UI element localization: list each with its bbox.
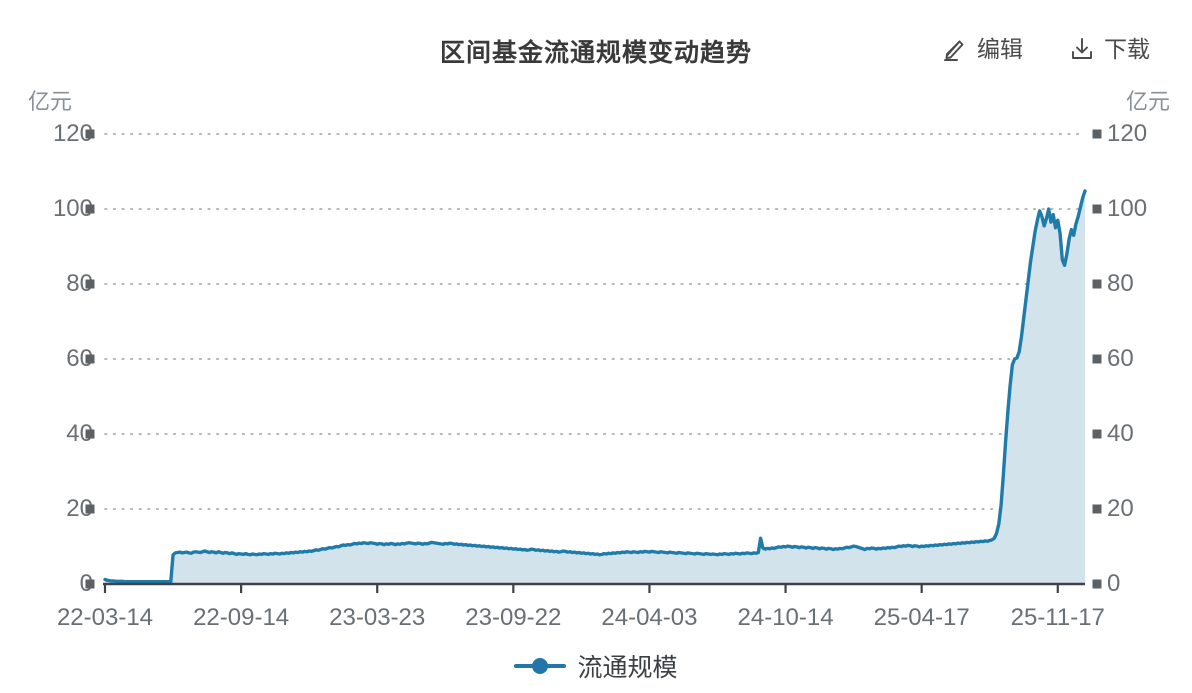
legend-item-liutong[interactable]: 流通规模 xyxy=(514,648,678,684)
pencil-icon xyxy=(942,36,968,62)
x-axis-tick-label: 23-09-22 xyxy=(465,604,562,631)
x-axis-tick-label: 24-10-14 xyxy=(737,604,834,631)
y-axis-tick-label-right: 80 xyxy=(1107,270,1134,297)
left-axis-unit: 亿元 xyxy=(28,89,73,114)
x-axis-tick-label: 22-03-14 xyxy=(56,604,154,631)
y-axis-tick-label-right: 40 xyxy=(1107,420,1134,447)
chart-legend: 流通规模 xyxy=(0,648,1192,684)
y-axis-tick-marker-right xyxy=(1092,354,1102,364)
y-axis-tick-marker-right xyxy=(1092,204,1102,214)
y-axis-tick-label-right: 120 xyxy=(1107,120,1148,147)
y-axis-tick-marker-right xyxy=(1092,429,1102,439)
right-axis-unit: 亿元 xyxy=(1125,89,1170,114)
y-axis-tick-label-right: 20 xyxy=(1107,495,1134,522)
chart-toolbar: 编辑 下载 xyxy=(942,36,1150,62)
y-axis-tick-marker-left xyxy=(85,279,95,289)
y-axis-tick-marker-left xyxy=(85,504,95,514)
download-button-label: 下载 xyxy=(1104,35,1150,62)
page-title: 区间基金流通规模变动趋势 xyxy=(439,39,752,67)
x-axis-tick-label: 22-09-14 xyxy=(193,604,290,631)
edit-button-label: 编辑 xyxy=(977,35,1023,62)
y-axis-tick-marker-left xyxy=(85,129,95,139)
download-icon xyxy=(1069,36,1095,62)
y-axis-tick-marker-right xyxy=(1092,504,1102,514)
x-axis-tick-label: 25-04-17 xyxy=(873,604,970,631)
y-axis-tick-marker-right xyxy=(1092,579,1102,589)
y-axis-tick-marker-left xyxy=(85,354,95,364)
x-axis-tick-label: 25-11-17 xyxy=(1010,604,1105,631)
y-axis-tick-label-right: 100 xyxy=(1107,195,1148,222)
legend-marker-icon xyxy=(514,658,567,674)
edit-button[interactable]: 编辑 xyxy=(942,36,1023,62)
x-axis-tick-label: 24-04-03 xyxy=(601,604,698,631)
legend-label: 流通规模 xyxy=(577,654,678,682)
y-axis-tick-marker-right xyxy=(1092,129,1102,139)
y-axis-tick-marker-left xyxy=(85,429,95,439)
y-axis-tick-label-right: 0 xyxy=(1107,570,1121,597)
y-axis-tick-label-right: 60 xyxy=(1107,345,1134,372)
download-button[interactable]: 下载 xyxy=(1069,36,1150,62)
y-axis-tick-marker-left xyxy=(85,204,95,214)
y-axis-tick-marker-left xyxy=(85,579,95,589)
y-axis-tick-marker-right xyxy=(1092,279,1102,289)
x-axis-tick-label: 23-03-23 xyxy=(329,604,426,631)
